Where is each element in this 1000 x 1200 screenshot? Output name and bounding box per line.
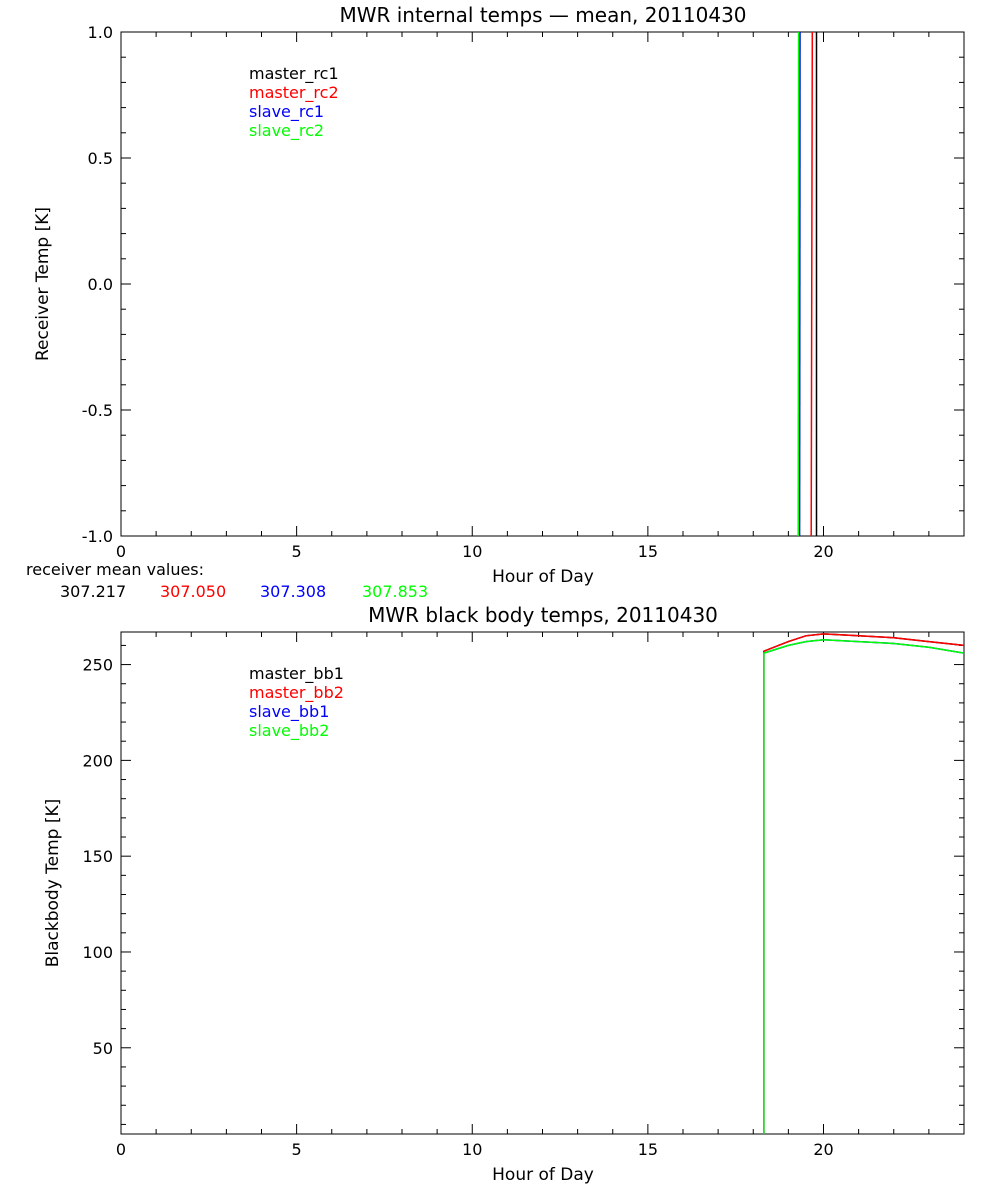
series-line-master-bb1	[763, 633, 965, 1134]
legend-entry: slave_rc2	[249, 121, 324, 141]
legend-entry: master_rc1	[249, 64, 339, 84]
x-tick-label: 15	[638, 542, 658, 561]
mean-value: 307.853	[362, 582, 428, 601]
x-tick-label: 0	[116, 1140, 126, 1159]
chart-title: MWR black body temps, 20110430	[368, 603, 718, 627]
blackbody-temp-chart: MWR black body temps, 20110430 0 5 10 15 20 …	[43, 603, 965, 1185]
series-line-master-bb2	[763, 633, 965, 1134]
axis-ticks	[120, 632, 965, 1134]
y-tick-label: 1.0	[88, 23, 113, 42]
plot-frame	[120, 631, 965, 1135]
chart-title: MWR internal temps — mean, 20110430	[339, 3, 746, 27]
y-tick-label: 150	[82, 847, 113, 866]
y-tick-label: 0.5	[88, 149, 113, 168]
y-tick-label: 100	[82, 943, 113, 962]
x-tick-label: 20	[813, 1140, 833, 1159]
y-tick-label: 50	[93, 1039, 113, 1058]
x-tick-label: 20	[813, 542, 833, 561]
x-tick-label: 0	[116, 542, 126, 561]
legend-entry: master_bb2	[249, 683, 344, 703]
y-tick-label: 0.0	[88, 275, 113, 294]
legend-entry: master_rc2	[249, 83, 339, 103]
y-tick-labels: -1.0 -0.5 0.0 0.5 1.0	[82, 23, 113, 546]
x-tick-label: 5	[292, 1140, 302, 1159]
x-axis-label: Hour of Day	[492, 1165, 594, 1185]
mean-value: 307.308	[260, 582, 326, 601]
series-lines	[797, 31, 818, 537]
x-axis-label: Hour of Day	[492, 567, 594, 587]
y-tick-label: 250	[82, 656, 113, 675]
legend-entry: slave_bb1	[249, 702, 329, 722]
x-tick-label: 5	[292, 542, 302, 561]
x-tick-labels: 0 5 10 15 20	[116, 542, 834, 561]
y-tick-label: 200	[82, 751, 113, 770]
y-axis-label: Blackbody Temp [K]	[43, 799, 63, 968]
series-lines	[763, 633, 965, 1134]
series-line-slave-bb1	[763, 638, 965, 1134]
x-tick-labels: 0 5 10 15 20	[116, 1140, 834, 1159]
series-line-master-rc2	[810, 31, 814, 537]
y-tick-labels: 50 100 150 200 250	[82, 656, 113, 1058]
receiver-temp-chart: MWR internal temps — mean, 20110430 0 5 10…	[26, 3, 965, 601]
series-line-slave-bb2	[763, 638, 965, 1134]
y-tick-label: -0.5	[82, 401, 113, 420]
mean-values: 307.217 307.050 307.308 307.853	[60, 582, 428, 601]
x-tick-label: 10	[462, 1140, 482, 1159]
legend-entry: master_bb1	[249, 664, 344, 684]
mean-value: 307.050	[160, 582, 226, 601]
y-axis-label: Receiver Temp [K]	[33, 207, 53, 361]
mean-values-label: receiver mean values:	[26, 560, 204, 579]
legend-entry: slave_rc1	[249, 102, 324, 122]
mean-value: 307.217	[60, 582, 126, 601]
x-tick-label: 15	[638, 1140, 658, 1159]
legend-entry: slave_bb2	[249, 721, 329, 741]
axis-ticks	[120, 31, 965, 537]
plot-frame	[120, 31, 965, 537]
x-tick-label: 10	[462, 542, 482, 561]
y-tick-label: -1.0	[82, 527, 113, 546]
